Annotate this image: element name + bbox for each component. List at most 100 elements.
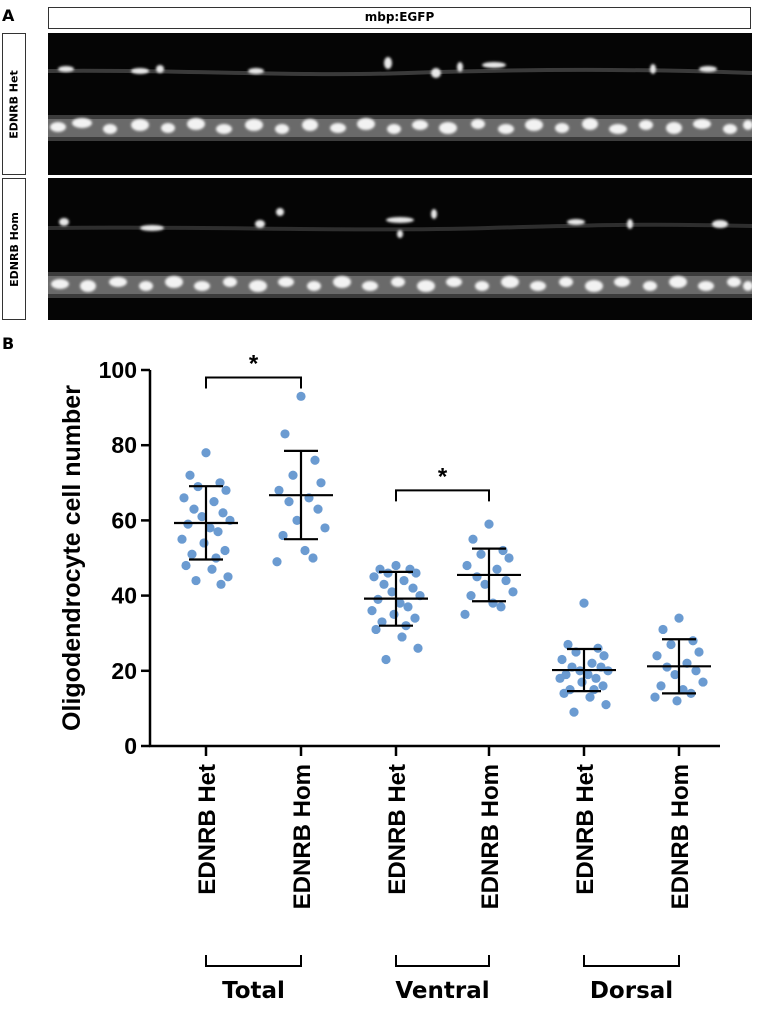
data-point — [207, 564, 217, 574]
x-category-label: EDNRB Het — [572, 764, 599, 895]
data-point — [300, 545, 310, 556]
group-label: Dorsal — [590, 978, 673, 1004]
data-point — [381, 654, 391, 665]
group-bracket — [395, 955, 490, 967]
data-point — [462, 560, 472, 571]
group-bracket — [583, 955, 680, 967]
data-point — [197, 512, 207, 522]
data-point — [310, 455, 320, 465]
data-point — [410, 613, 420, 623]
data-point — [691, 666, 701, 676]
data-point — [674, 613, 684, 623]
data-point — [468, 534, 478, 544]
micrograph-het — [48, 33, 752, 175]
y-tick-label: 80 — [111, 432, 137, 458]
data-point — [698, 677, 708, 687]
data-point — [296, 391, 306, 401]
group-label: Ventral — [395, 978, 489, 1004]
data-point — [492, 564, 502, 574]
data-point — [504, 553, 514, 563]
x-category-label: EDNRB Het — [384, 764, 411, 895]
significance-star: * — [249, 351, 259, 378]
significance-star: * — [438, 463, 448, 490]
data-point — [501, 575, 511, 586]
data-point — [678, 685, 688, 695]
data-point — [201, 448, 211, 458]
significance-bracket — [395, 489, 490, 502]
data-point — [399, 575, 409, 586]
data-point — [209, 497, 219, 507]
data-point — [199, 538, 209, 548]
data-point — [288, 470, 298, 480]
data-point — [308, 553, 318, 563]
data-point — [670, 669, 680, 680]
data-point — [583, 669, 593, 680]
data-point — [179, 493, 189, 503]
data-point — [587, 658, 597, 668]
data-point — [484, 519, 494, 529]
data-point — [688, 636, 698, 646]
data-point — [472, 572, 482, 582]
data-point — [313, 504, 323, 514]
data-point — [391, 560, 401, 571]
data-point — [272, 557, 282, 567]
data-point — [211, 553, 221, 563]
data-point — [650, 692, 660, 702]
data-point — [220, 545, 230, 556]
data-point — [379, 579, 389, 589]
data-point — [460, 609, 470, 620]
y-tick-label: 60 — [111, 507, 137, 533]
data-point — [466, 591, 476, 601]
data-point — [656, 681, 666, 691]
panel-b-letter: B — [2, 334, 15, 353]
data-point — [371, 624, 381, 635]
data-point — [395, 598, 405, 608]
y-tick-label: 100 — [99, 357, 137, 383]
data-point — [316, 478, 326, 488]
data-point — [652, 651, 662, 661]
row-label-hom-text: EDNRB Hom — [7, 211, 21, 287]
data-point — [191, 575, 201, 586]
data-point — [563, 639, 573, 650]
data-point — [292, 515, 302, 526]
data-point — [223, 572, 233, 582]
data-point — [413, 643, 423, 653]
data-point — [694, 647, 704, 657]
data-point — [221, 485, 231, 495]
y-tick-label: 40 — [111, 583, 137, 609]
y-tick-label: 20 — [111, 658, 137, 684]
data-point — [476, 549, 486, 559]
data-point — [585, 692, 595, 702]
data-point — [218, 508, 228, 518]
data-point — [216, 579, 226, 589]
panel-header: mbp:EGFP — [48, 7, 751, 29]
data-point — [498, 545, 508, 556]
row-label-het-text: EDNRB Het — [7, 69, 21, 139]
data-point — [187, 549, 197, 559]
group-label: Total — [222, 978, 285, 1004]
data-point — [577, 677, 587, 687]
data-point — [508, 587, 518, 597]
y-tick-label: 0 — [124, 733, 137, 759]
row-label-hom: EDNRB Hom — [2, 178, 26, 320]
oligodendrocyte-chart: 0 20 40 60 80 100 Oligodendrocyte cell number E… — [58, 351, 720, 1004]
data-point — [403, 602, 413, 612]
data-point — [274, 485, 284, 495]
data-point — [213, 527, 223, 537]
data-point — [672, 696, 682, 706]
data-point — [383, 568, 393, 578]
data-point — [183, 519, 193, 529]
data-point — [205, 523, 215, 533]
data-point — [480, 579, 490, 589]
data-point — [185, 470, 195, 480]
data-point — [591, 673, 601, 683]
data-point — [557, 654, 567, 665]
data-point — [408, 583, 418, 593]
data-point — [284, 497, 294, 507]
data-point — [397, 632, 407, 642]
data-point — [387, 587, 397, 597]
data-point — [559, 688, 569, 698]
data-point — [569, 707, 579, 717]
data-point — [377, 617, 387, 627]
data-point — [579, 598, 589, 608]
